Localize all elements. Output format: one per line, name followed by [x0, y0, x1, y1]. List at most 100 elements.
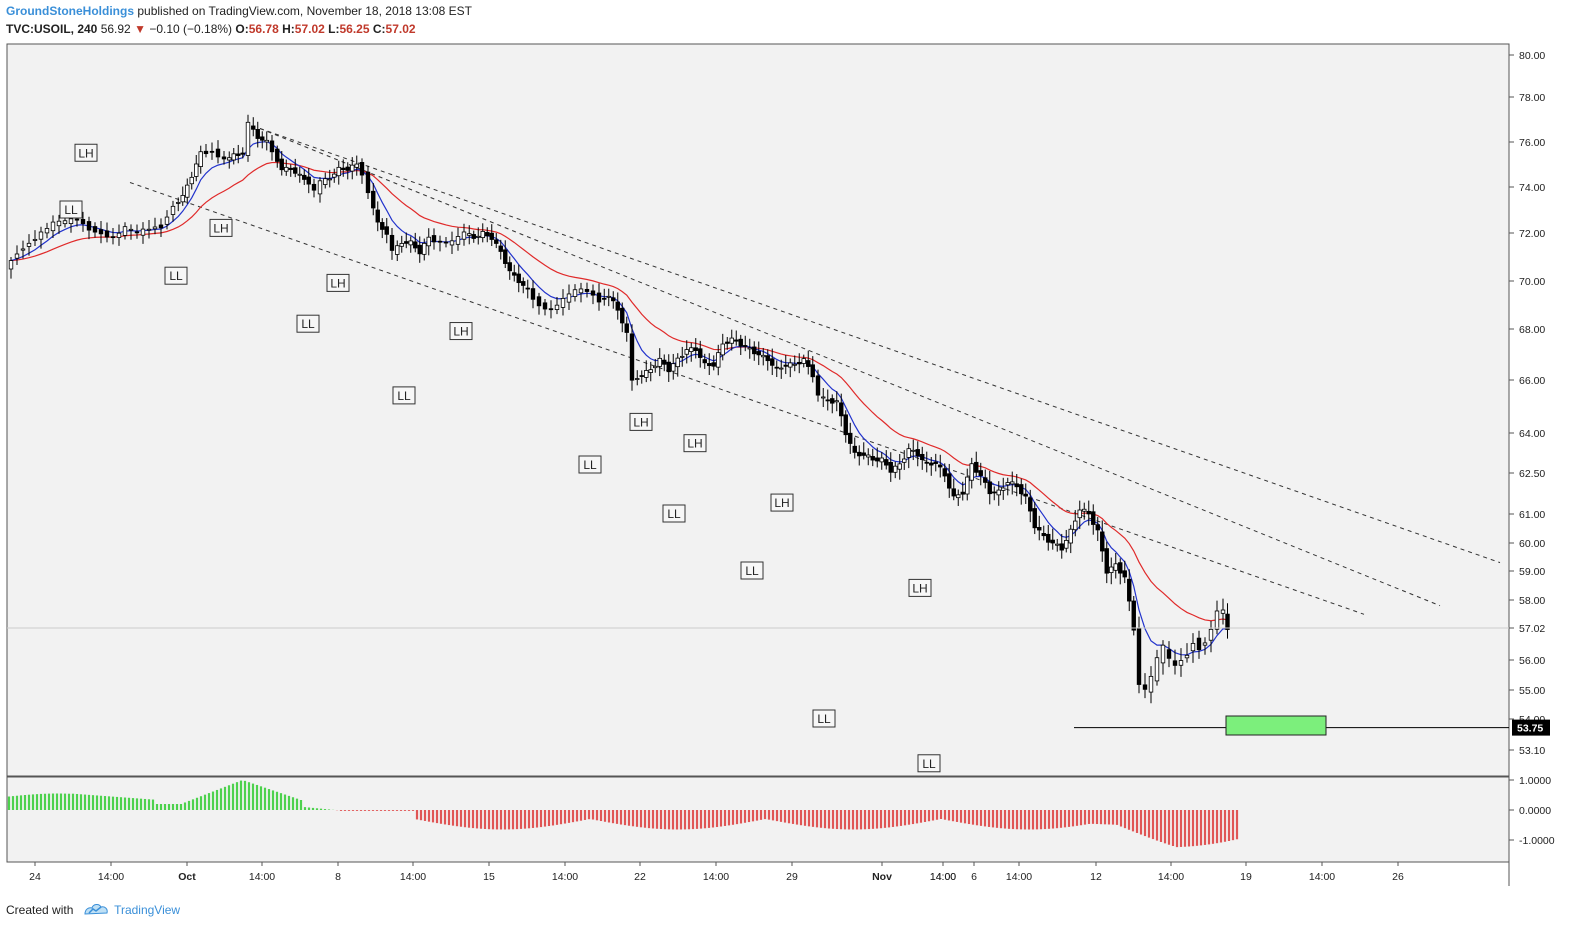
candle	[902, 450, 907, 470]
candle	[684, 340, 689, 364]
level-price-label: 53.75	[1517, 723, 1543, 735]
candle	[606, 288, 611, 307]
level-price-tag	[1512, 719, 1550, 736]
candle	[1082, 502, 1087, 520]
candle	[1100, 520, 1105, 562]
candle	[198, 145, 203, 174]
candle	[422, 238, 427, 261]
symbol-name: TVC:USOIL, 240	[6, 22, 98, 36]
author-link[interactable]: GroundStoneHoldings	[6, 4, 134, 18]
candle	[1166, 641, 1172, 668]
candle	[455, 227, 461, 251]
candle	[956, 489, 961, 506]
time-axis[interactable]: 24 14:00 Oct 14:00 8 14:00 15 14:00 22 14:00 29 14:…	[29, 862, 1404, 883]
candle	[399, 235, 404, 253]
candle	[1122, 560, 1127, 584]
candle	[893, 461, 898, 479]
candle	[698, 340, 703, 368]
svg-text:LH: LH	[453, 325, 468, 339]
time-tick-label: 14:00	[930, 871, 956, 883]
time-tick-label: 14:00	[1309, 871, 1335, 883]
svg-text:LL: LL	[64, 203, 78, 217]
candle	[843, 410, 848, 443]
svg-text:LL: LL	[169, 269, 183, 283]
candle	[821, 388, 826, 408]
candle	[644, 360, 649, 383]
candle	[395, 240, 400, 262]
candle	[203, 144, 209, 158]
candle	[1032, 501, 1037, 535]
candle	[140, 222, 146, 244]
candle	[503, 240, 508, 269]
price-tick-label: 60.00	[1519, 538, 1545, 550]
candle	[1019, 478, 1024, 505]
time-tick-label: Nov	[872, 871, 892, 883]
candle	[350, 157, 355, 180]
candle	[938, 454, 943, 478]
candle	[1154, 649, 1160, 686]
candle	[870, 448, 875, 467]
annotation-lh: LH	[629, 412, 653, 431]
candle	[408, 236, 413, 253]
candle	[554, 296, 560, 315]
candle	[770, 348, 775, 376]
candle	[584, 282, 590, 298]
candle	[1127, 569, 1132, 612]
candle	[494, 233, 499, 249]
candle	[180, 186, 185, 206]
tradingview-link[interactable]: TradingView	[114, 903, 181, 917]
candle	[476, 227, 481, 245]
ema-slow-line	[10, 161, 1228, 622]
candle	[1055, 538, 1060, 552]
candle	[1091, 504, 1096, 535]
candle	[761, 347, 766, 366]
candle	[653, 358, 658, 373]
time-tick-label: 26	[1392, 871, 1404, 883]
time-tick-label: 14:00	[400, 871, 426, 883]
candle	[1196, 630, 1202, 659]
footer: Created with TradingView	[6, 900, 180, 917]
candle	[810, 356, 815, 383]
created-with-text: Created with	[6, 903, 74, 917]
candle	[8, 257, 14, 279]
candle	[375, 201, 380, 232]
time-tick-label: 14:00	[552, 871, 578, 883]
candle	[996, 481, 1001, 506]
annotation-lh: LH	[770, 493, 794, 512]
candle	[467, 225, 472, 245]
candle	[801, 354, 806, 368]
annotation-ll: LL	[164, 266, 188, 285]
candle	[1109, 557, 1114, 585]
candle	[32, 230, 38, 246]
candle	[251, 117, 256, 137]
candle	[1160, 640, 1166, 675]
price-axis[interactable]: 80.00 78.00 76.00 74.00 72.00 70.00 68.00 66.00…	[7, 50, 1550, 757]
candle	[530, 280, 536, 309]
svg-text:LH: LH	[912, 581, 927, 595]
candle	[1028, 489, 1033, 523]
candle	[866, 448, 871, 466]
candle	[875, 447, 880, 468]
candle	[915, 441, 920, 467]
candle	[176, 197, 181, 212]
candle	[354, 155, 359, 176]
candle	[774, 360, 779, 378]
candle	[260, 131, 265, 149]
time-tick-label: 24	[29, 871, 41, 883]
annotation-ll: LL	[59, 200, 83, 219]
annotation-lh: LH	[74, 143, 98, 162]
time-tick-label: 29	[786, 871, 798, 883]
channel-lines	[129, 128, 1501, 615]
candle	[380, 218, 385, 239]
open-value: 56.78	[248, 22, 279, 36]
candle	[657, 348, 662, 377]
candle	[236, 144, 241, 164]
price-tick-label: 53.10	[1519, 745, 1545, 757]
tradingview-logo-icon	[84, 904, 108, 915]
annotation-lh: LH	[209, 218, 233, 237]
oscillator-axis: 1.0000 0.0000 -1.0000	[1509, 775, 1555, 847]
annotation-ll: LL	[296, 314, 320, 333]
candle	[725, 336, 730, 350]
main-pane-background	[6, 43, 1510, 777]
